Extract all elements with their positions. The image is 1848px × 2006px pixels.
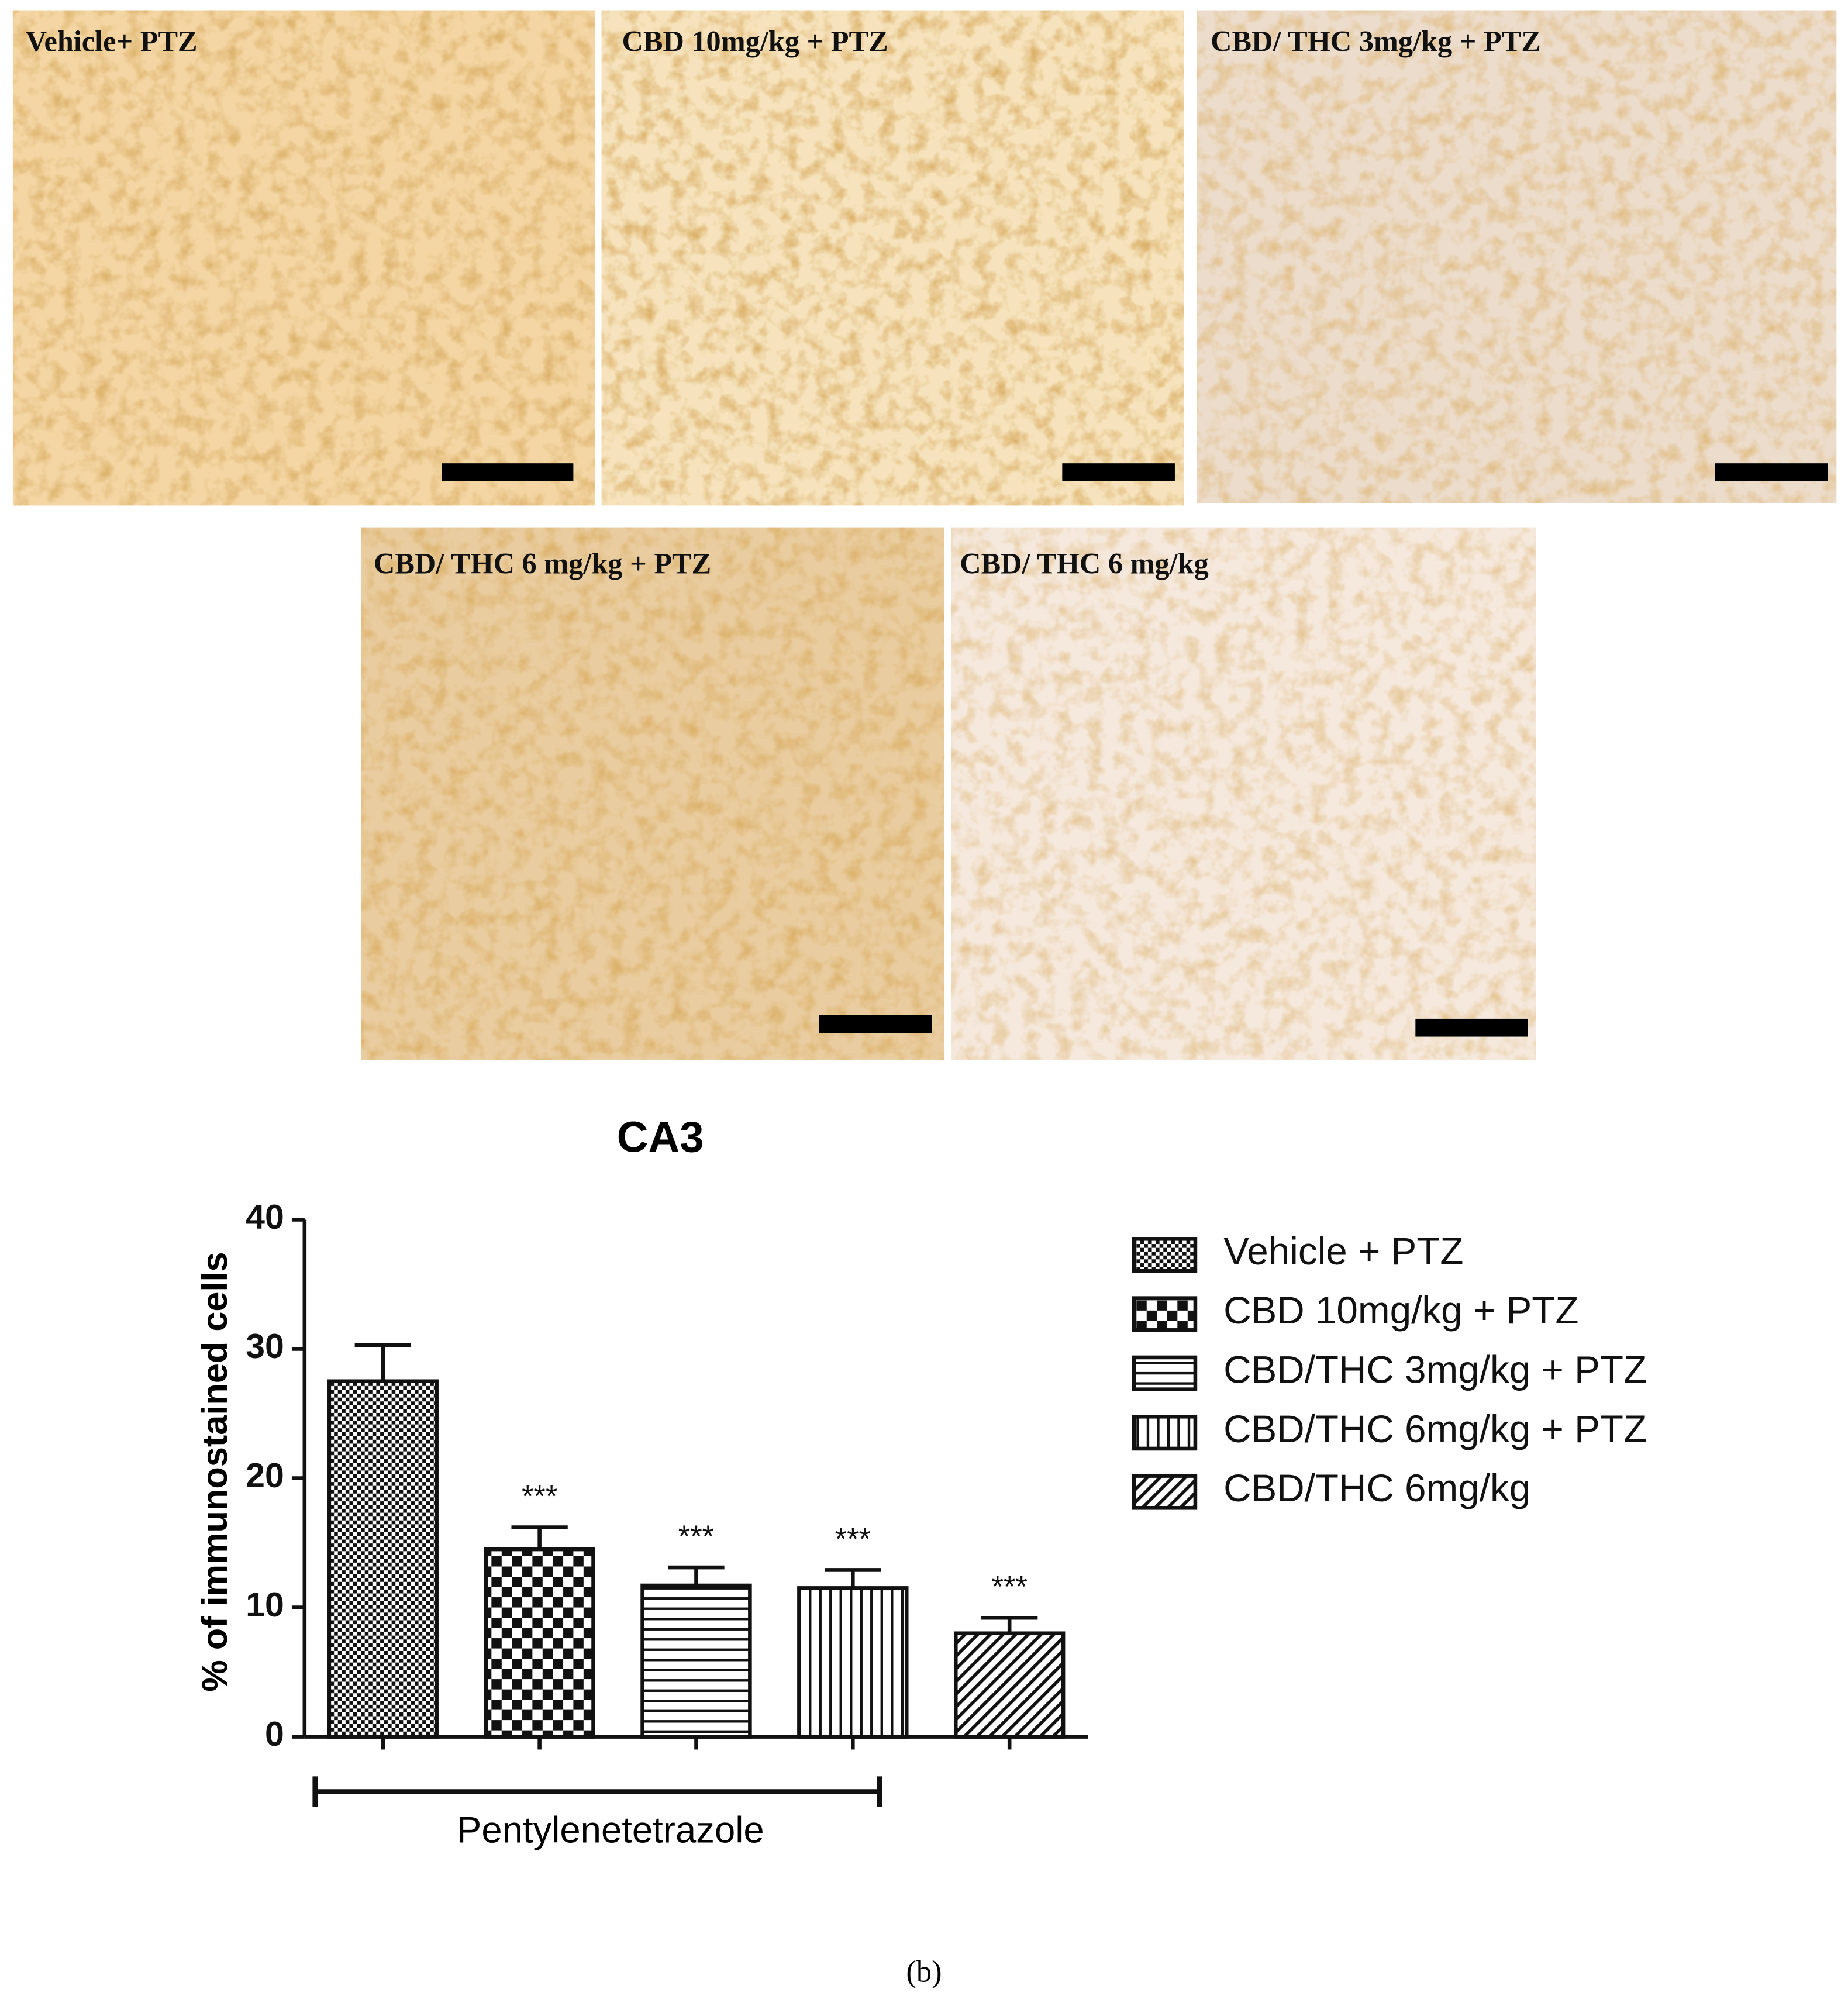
legend-swatch bbox=[1132, 1474, 1198, 1510]
legend-swatch bbox=[1132, 1355, 1198, 1391]
chart-title: CA3 bbox=[617, 1113, 704, 1161]
significance-label: *** bbox=[992, 1570, 1028, 1604]
bar bbox=[327, 1379, 439, 1739]
legend-swatch bbox=[1132, 1296, 1198, 1332]
significance-label: *** bbox=[678, 1519, 714, 1554]
micrograph: CBD 10mg/kg + PTZ bbox=[601, 10, 1184, 506]
panel-label: Vehicle+ PTZ bbox=[26, 25, 198, 58]
panel-label: CBD/ THC 3mg/kg + PTZ bbox=[1211, 25, 1541, 58]
legend-swatch bbox=[1132, 1237, 1198, 1273]
micrograph: Vehicle+ PTZ bbox=[12, 10, 595, 506]
group-label: Pentylenetetrazole bbox=[457, 1809, 764, 1850]
legend-label: CBD 10mg/kg + PTZ bbox=[1223, 1289, 1578, 1332]
error-bar bbox=[668, 1565, 725, 1586]
panel-label: CBD 10mg/kg + PTZ bbox=[622, 25, 888, 58]
bar bbox=[484, 1547, 595, 1739]
micrograph: CBD/ THC 6 mg/kg bbox=[950, 527, 1536, 1060]
bar bbox=[797, 1586, 909, 1739]
group-bracket bbox=[312, 1776, 882, 1807]
y-tick-label: 20 bbox=[246, 1456, 284, 1495]
y-axis-label: % of immunostained cells bbox=[195, 1252, 235, 1691]
panel-label: CBD/ THC 6 mg/kg bbox=[960, 547, 1209, 580]
bar bbox=[640, 1583, 752, 1739]
panel-label: CBD/ THC 6 mg/kg + PTZ bbox=[374, 547, 711, 580]
significance-label: *** bbox=[522, 1480, 557, 1514]
error-bar bbox=[981, 1615, 1038, 1633]
y-tick-label: 30 bbox=[246, 1327, 284, 1366]
error-bar bbox=[825, 1568, 881, 1588]
micrograph: CBD/ THC 3mg/kg + PTZ bbox=[1197, 10, 1837, 504]
error-bar bbox=[511, 1525, 568, 1550]
legend-label: Vehicle + PTZ bbox=[1223, 1230, 1463, 1273]
y-tick-label: 0 bbox=[265, 1715, 284, 1753]
bar bbox=[953, 1631, 1066, 1739]
micrograph: CBD/ THC 6 mg/kg + PTZ bbox=[361, 527, 945, 1060]
micrographs: Vehicle+ PTZ CBD 10mg/kg + PTZ CBD/ THC … bbox=[12, 10, 1837, 1060]
caption: (b) bbox=[906, 1955, 942, 1989]
y-tick-label: 40 bbox=[246, 1198, 284, 1236]
significance-label: *** bbox=[835, 1522, 871, 1556]
legend-label: CBD/THC 3mg/kg + PTZ bbox=[1223, 1349, 1647, 1391]
error-bar bbox=[354, 1343, 411, 1381]
legend-swatch bbox=[1132, 1414, 1198, 1451]
legend-label: CBD/THC 6mg/kg bbox=[1223, 1467, 1530, 1509]
legend-label: CBD/THC 6mg/kg + PTZ bbox=[1223, 1408, 1647, 1450]
y-tick-label: 10 bbox=[246, 1586, 284, 1624]
